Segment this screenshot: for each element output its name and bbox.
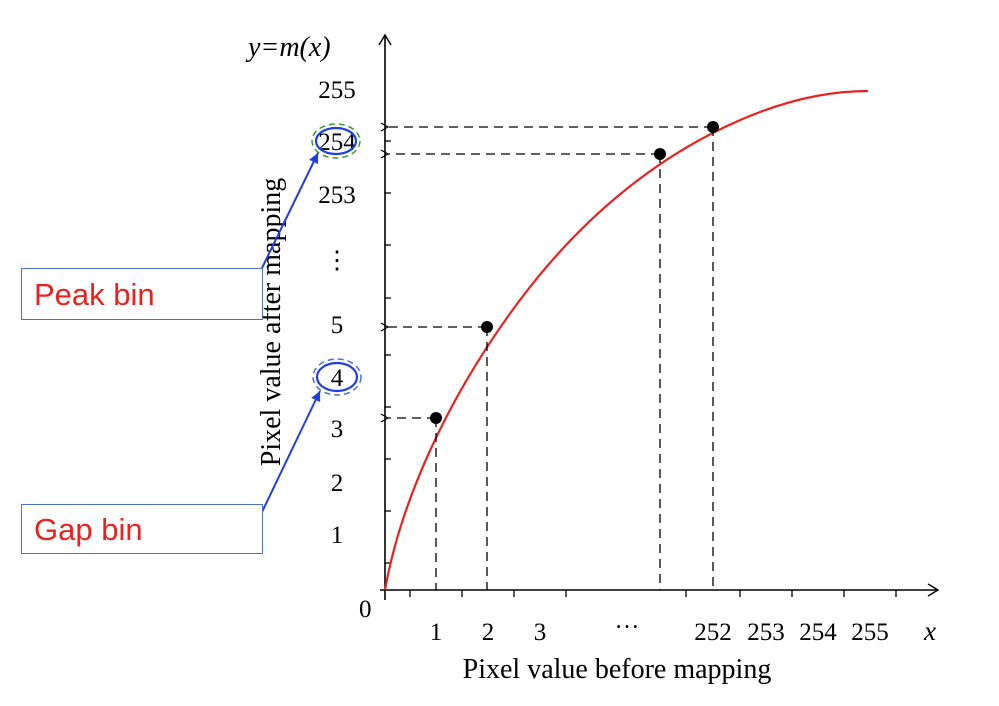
mapping-points <box>430 121 719 424</box>
x-axis-label: x <box>923 616 936 646</box>
x-tick-label: 254 <box>799 619 837 646</box>
gap-bin-callout: Gap bin <box>21 504 263 554</box>
peak-bin-label: Peak bin <box>34 279 155 310</box>
x-tick-labels: 1 2 3 ··· 252 253 254 255 <box>430 614 889 646</box>
x-tick-label: 1 <box>430 619 443 646</box>
projection-lines <box>388 127 713 590</box>
y-tick-label: 3 <box>331 416 344 443</box>
y-tick-label: ⋮ <box>325 247 350 274</box>
mapping-point <box>654 148 666 160</box>
y-axis-label: y=m(x) <box>245 32 331 63</box>
mapping-point <box>707 121 719 133</box>
x-tick-label: 2 <box>482 619 495 646</box>
x-tick-label: 253 <box>747 619 785 646</box>
mapping-point <box>430 412 442 424</box>
x-axis-title: Pixel value before mapping <box>463 654 772 685</box>
y-tick-labels: 255 254 253 ⋮ 5 4 3 2 1 <box>318 77 356 549</box>
origin-label: 0 <box>359 596 372 623</box>
y-axis-title: Pixel value after mapping <box>256 178 287 466</box>
gap-bin-label: Gap bin <box>34 514 143 545</box>
x-tick-marks <box>410 590 896 597</box>
mapping-curve <box>385 91 868 590</box>
x-tick-label: 255 <box>851 619 889 646</box>
mapping-point <box>481 321 493 333</box>
y-tick-label: 4 <box>331 365 344 392</box>
y-tick-label: 5 <box>331 312 344 339</box>
y-tick-label: 2 <box>331 470 344 497</box>
y-tick-marks <box>385 141 391 563</box>
y-tick-label: 255 <box>318 77 356 104</box>
x-tick-label: ··· <box>615 614 640 641</box>
y-tick-label: 1 <box>331 522 344 549</box>
x-tick-label: 252 <box>694 619 732 646</box>
peak-bin-callout: Peak bin <box>21 268 263 320</box>
y-tick-label: 253 <box>318 182 356 209</box>
x-tick-label: 3 <box>534 619 547 646</box>
